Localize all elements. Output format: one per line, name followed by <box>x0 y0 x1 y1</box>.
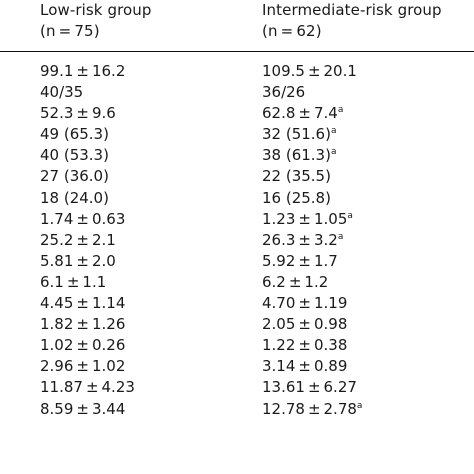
cell-low-risk: 1.02 ± 0.26 <box>40 336 126 355</box>
cell-low-risk: 27 (36.0) <box>40 167 109 186</box>
cell-intermediate-risk: 16 (25.8) <box>262 188 331 209</box>
column-header-low-risk-title: Low-risk group <box>40 1 152 19</box>
cell-low-risk: 4.45 ± 1.14 <box>40 294 126 313</box>
table-row: 1.82 ± 1.26 2.05 ± 0.98 <box>0 314 474 335</box>
footnote-marker: a <box>347 210 353 221</box>
header-divider <box>0 51 474 52</box>
cell-intermediate-risk-value: 13.61 ± 6.27 <box>262 378 357 397</box>
cell-intermediate-risk-value: 3.14 ± 0.89 <box>262 357 348 376</box>
cell-intermediate-risk: 109.5 ± 20.1 <box>262 61 357 82</box>
cell-intermediate-risk: 6.2 ± 1.2 <box>262 272 328 293</box>
cell-low-risk: 1.74 ± 0.63 <box>40 209 126 228</box>
cell-intermediate-risk: 3.14 ± 0.89 <box>262 356 347 377</box>
cell-intermediate-risk: 1.23 ± 1.05a <box>262 209 353 230</box>
cell-low-risk: 5.81 ± 2.0 <box>40 251 116 270</box>
column-header-intermediate-risk-title: Intermediate-risk group <box>262 1 442 19</box>
cell-intermediate-risk: 38 (61.3)a <box>262 145 336 166</box>
cell-intermediate-risk: 32 (51.6)a <box>262 124 336 145</box>
footnote-marker: a <box>330 126 337 137</box>
cell-intermediate-risk-value: 2.05 ± 0.98 <box>262 315 348 334</box>
cell-intermediate-risk: 22 (35.5) <box>262 166 331 187</box>
cell-intermediate-risk-value: 4.70 ± 1.19 <box>262 294 348 313</box>
cell-intermediate-risk-value: 62.8 ± 7.4 <box>262 104 338 123</box>
column-header-intermediate-risk-n: (n = 62) <box>262 22 322 40</box>
cell-intermediate-risk: 5.92 ± 1.7 <box>262 251 338 272</box>
table-row: 99.1 ± 16.2 109.5 ± 20.1 <box>0 61 474 82</box>
cell-intermediate-risk: 2.05 ± 0.98 <box>262 314 347 335</box>
table-row: 18 (24.0) 16 (25.8) <box>0 188 474 209</box>
footnote-marker: a <box>337 231 344 242</box>
cell-intermediate-risk-value: 5.92 ± 1.7 <box>262 251 338 270</box>
cell-intermediate-risk-value: 22 (35.5) <box>262 167 331 186</box>
table-row: 1.02 ± 0.26 1.22 ± 0.38 <box>0 335 474 356</box>
cell-low-risk: 11.87 ± 4.23 <box>40 378 135 397</box>
cell-intermediate-risk: 36/26 <box>262 82 305 103</box>
table-row: 4.45 ± 1.14 4.70 ± 1.19 <box>0 293 474 314</box>
table-row: 2.96 ± 1.02 3.14 ± 0.89 <box>0 356 474 377</box>
cell-intermediate-risk-value: 38 (61.3) <box>262 146 331 165</box>
cell-intermediate-risk-value: 1.23 ± 1.05 <box>262 209 348 228</box>
cell-intermediate-risk: 13.61 ± 6.27 <box>262 377 357 398</box>
cell-intermediate-risk-value: 26.3 ± 3.2 <box>262 230 338 249</box>
cell-low-risk: 49 (65.3) <box>40 125 109 144</box>
footnote-marker: a <box>330 147 337 158</box>
cell-low-risk: 40 (53.3) <box>40 146 109 165</box>
cell-low-risk: 52.3 ± 9.6 <box>40 104 116 123</box>
table-row: 1.74 ± 0.63 1.23 ± 1.05a <box>0 209 474 230</box>
table-row: 11.87 ± 4.23 13.61 ± 6.27 <box>0 377 474 398</box>
cell-intermediate-risk-value: 6.2 ± 1.2 <box>262 272 329 291</box>
cell-low-risk: 99.1 ± 16.2 <box>40 62 126 80</box>
column-header-intermediate-risk: Intermediate-risk group (n = 62) <box>262 0 442 42</box>
cell-low-risk: 18 (24.0) <box>40 188 109 207</box>
cell-intermediate-risk-value: 16 (25.8) <box>262 188 331 207</box>
table-row: 40 (53.3) 38 (61.3)a <box>0 145 474 166</box>
table-row: 40/35 36/26 <box>0 82 474 103</box>
cell-intermediate-risk: 1.22 ± 0.38 <box>262 335 347 356</box>
cell-intermediate-risk: 4.70 ± 1.19 <box>262 293 347 314</box>
cell-intermediate-risk: 12.78 ± 2.78a <box>262 399 362 420</box>
cell-intermediate-risk-value: 36/26 <box>262 83 306 102</box>
table-row: 5.81 ± 2.0 5.92 ± 1.7 <box>0 251 474 272</box>
cell-low-risk: 8.59 ± 3.44 <box>40 399 126 418</box>
cell-low-risk: 1.82 ± 1.26 <box>40 315 126 334</box>
table-row: 8.59 ± 3.44 12.78 ± 2.78a <box>0 399 474 420</box>
footnote-marker: a <box>356 400 363 411</box>
table-row: 27 (36.0) 22 (35.5) <box>0 166 474 187</box>
table-row: 49 (65.3) 32 (51.6)a <box>0 124 474 145</box>
cell-low-risk: 25.2 ± 2.1 <box>40 230 116 249</box>
cell-intermediate-risk-value: 32 (51.6) <box>262 125 331 144</box>
cell-intermediate-risk: 26.3 ± 3.2a <box>262 230 343 251</box>
cell-intermediate-risk-value: 109.5 ± 20.1 <box>262 62 357 80</box>
cell-intermediate-risk-value: 1.22 ± 0.38 <box>262 336 348 355</box>
cell-intermediate-risk-value: 12.78 ± 2.78 <box>262 399 357 418</box>
table-row: 52.3 ± 9.6 62.8 ± 7.4a <box>0 103 474 124</box>
column-header-low-risk: Low-risk group (n = 75) <box>40 0 152 42</box>
column-header-low-risk-n: (n = 75) <box>40 22 100 40</box>
cell-intermediate-risk: 62.8 ± 7.4a <box>262 103 343 124</box>
cell-low-risk: 2.96 ± 1.02 <box>40 357 126 376</box>
cell-low-risk: 40/35 <box>40 83 84 102</box>
table-body: 99.1 ± 16.2 109.5 ± 20.1 40/35 36/26 52.3 ± … <box>0 61 474 420</box>
table-row: 25.2 ± 2.1 26.3 ± 3.2a <box>0 230 474 251</box>
cell-low-risk: 6.1 ± 1.1 <box>40 272 107 291</box>
table-row: 6.1 ± 1.1 6.2 ± 1.2 <box>0 272 474 293</box>
footnote-marker: a <box>337 105 344 116</box>
